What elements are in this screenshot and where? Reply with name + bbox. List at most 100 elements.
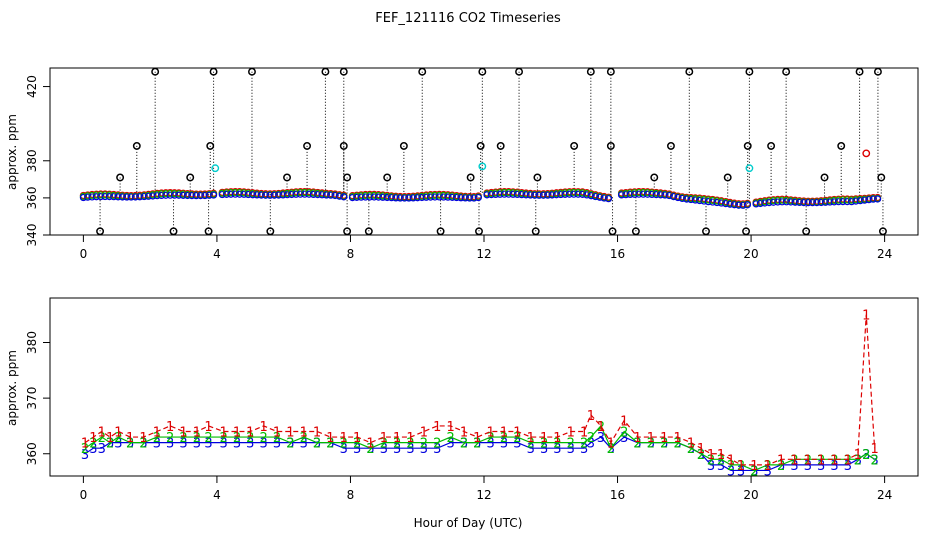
top-flag-low-point xyxy=(878,227,887,236)
bottom-series-1-marker: 1 xyxy=(106,431,114,446)
top-series-3-point xyxy=(136,193,144,201)
top-series-3-point xyxy=(409,194,417,202)
bottom-series-3-marker: 3 xyxy=(500,437,508,452)
bottom-series-1-marker: 1 xyxy=(854,448,862,463)
top-series-3-point xyxy=(123,193,131,201)
top-series-3-point xyxy=(544,191,552,199)
bottom-series-2-marker: 2 xyxy=(219,431,227,446)
top-flag-low-point xyxy=(436,227,445,236)
top-series-3-point xyxy=(327,191,335,199)
bottom-series-2-marker: 2 xyxy=(380,437,388,452)
bottom-series-1-marker: 1 xyxy=(620,414,628,429)
bottom-series-2-marker: 2 xyxy=(406,437,414,452)
bottom-series-2-marker: 2 xyxy=(340,437,348,452)
top-x-tick-label: 12 xyxy=(476,247,491,261)
bottom-series-3-marker: 3 xyxy=(98,442,106,457)
bottom-series-3-marker: 3 xyxy=(777,459,785,474)
bottom-series-1-marker: 1 xyxy=(597,420,605,435)
top-series-3-point xyxy=(379,193,387,201)
bottom-series-3-marker: 3 xyxy=(340,442,348,457)
bottom-series-3-marker: 3 xyxy=(204,437,212,452)
bottom-series-3-marker: 3 xyxy=(126,437,134,452)
bottom-series-2-marker: 2 xyxy=(587,431,595,446)
top-plot-frame xyxy=(49,67,919,236)
bottom-series-1-marker: 1 xyxy=(707,448,715,463)
bottom-series-3-marker: 3 xyxy=(81,448,89,463)
top-series-3-point xyxy=(691,196,699,204)
bottom-series-2-marker: 2 xyxy=(98,431,106,446)
top-series-3-point xyxy=(808,199,817,207)
bottom-series-3-marker: 3 xyxy=(697,448,705,463)
bottom-series-1-marker: 1 xyxy=(260,420,268,435)
top-series-3-point xyxy=(795,198,804,207)
top-series-3-point xyxy=(131,193,140,201)
bottom-series-1-marker: 1 xyxy=(697,442,705,457)
top-series-3-point xyxy=(518,191,526,199)
bottom-series-1-marker: 1 xyxy=(460,426,468,441)
bottom-series-2-marker: 2 xyxy=(697,448,705,463)
top-x-tick-label: 4 xyxy=(213,247,221,261)
top-series-3-point xyxy=(309,190,318,199)
bottom-series-2-marker: 2 xyxy=(193,431,201,446)
bottom-series-2-marker: 2 xyxy=(777,459,785,474)
top-series-3-point xyxy=(114,193,122,201)
bottom-series-1-marker: 1 xyxy=(844,453,852,468)
bottom-series-2-marker: 2 xyxy=(790,453,798,468)
bottom-series-2-marker: 2 xyxy=(687,442,695,457)
top-series-3-point xyxy=(183,191,192,200)
bottom-series-2-marker: 2 xyxy=(553,437,561,452)
top-series-3-point xyxy=(743,201,752,209)
bottom-series-1-marker: 1 xyxy=(587,409,595,424)
bottom-series-1-marker: 1 xyxy=(870,442,878,457)
top-series-3-point xyxy=(244,190,252,199)
top-flag-low-point xyxy=(608,227,617,236)
top-series-3-point xyxy=(674,193,682,202)
bottom-series-1-marker: 1 xyxy=(166,420,174,435)
bottom-series-1-marker: 1 xyxy=(687,437,695,452)
top-flag-lowmid-point xyxy=(383,173,392,182)
bottom-series-1-marker: 1 xyxy=(114,426,122,441)
top-series-3-point xyxy=(335,192,344,200)
top-flag-mid-point xyxy=(206,141,215,150)
top-x-tick-label: 8 xyxy=(347,247,355,261)
top-series-3-point xyxy=(804,199,812,207)
bottom-series-2-marker: 2 xyxy=(707,453,715,468)
top-series-3-point xyxy=(340,193,348,201)
top-series-3-point xyxy=(127,193,135,201)
top-series-3-point xyxy=(209,191,218,199)
bottom-series-1-marker: 1 xyxy=(513,426,521,441)
top-series-3-point xyxy=(522,191,530,199)
top-flag-low-point xyxy=(266,227,275,236)
top-y-axis-label: approx. ppm xyxy=(5,114,19,190)
bottom-series-1-marker: 1 xyxy=(862,309,870,324)
bottom-series-1-marker: 1 xyxy=(527,431,535,446)
bottom-series-3-marker: 3 xyxy=(707,459,715,474)
top-flag-lowmid-point xyxy=(820,173,829,182)
top-series-3-point xyxy=(678,194,686,203)
bottom-series-3-marker: 3 xyxy=(460,437,468,452)
bottom-series-3-marker: 3 xyxy=(687,442,695,457)
bottom-series-1-marker: 1 xyxy=(366,437,374,452)
top-flag-high-point xyxy=(606,67,615,76)
top-series-3-point xyxy=(730,201,738,209)
top-flag-lowmid-point xyxy=(466,173,475,182)
bottom-series-1-marker: 1 xyxy=(750,459,758,474)
top-series-3-point xyxy=(196,192,205,200)
bottom-series-2-marker: 2 xyxy=(620,426,628,441)
bottom-y-tick-label: 380 xyxy=(25,331,39,354)
top-series-3-point xyxy=(457,194,465,202)
top-flag-lowmid-point xyxy=(283,173,291,182)
bottom-series-1-marker: 1 xyxy=(81,437,89,452)
top-series-3-point xyxy=(713,198,721,207)
top-series-3-point xyxy=(175,191,183,199)
bottom-series-3-marker: 3 xyxy=(817,459,825,474)
top-flag-high-point xyxy=(339,67,348,76)
top-drop-lines xyxy=(99,71,884,232)
bottom-series-2-marker: 2 xyxy=(260,431,268,446)
top-flag-mid-point xyxy=(476,141,485,150)
top-flag-lowmid-point xyxy=(533,173,542,182)
bottom-series-2-marker: 2 xyxy=(246,431,254,446)
bottom-series-1-marker: 1 xyxy=(830,453,838,468)
top-series-3-point xyxy=(535,191,543,199)
